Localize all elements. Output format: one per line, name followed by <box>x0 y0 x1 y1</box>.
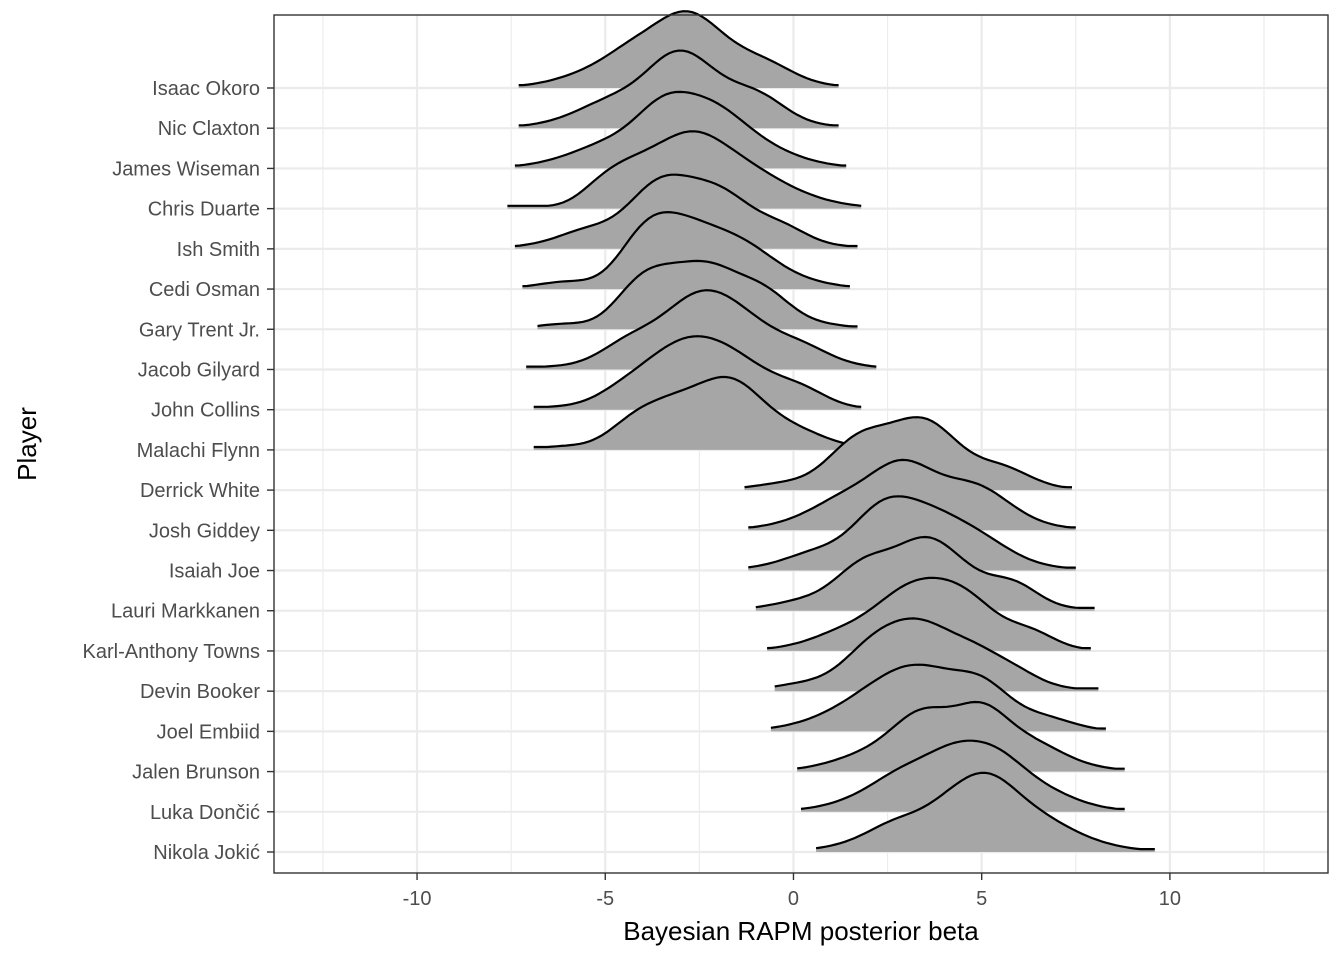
ridge-jacob-gilyard <box>526 289 877 370</box>
ridge-outline <box>755 535 1095 609</box>
x-tick-label: 10 <box>1159 888 1181 910</box>
ridge-chris-duarte <box>507 130 862 209</box>
y-tick-label: Isaiah Joe <box>169 561 260 583</box>
ridge-outline <box>514 173 858 248</box>
x-tick-label: -5 <box>596 888 614 910</box>
y-axis-ticks: Isaac Okoro Nic Claxton James Wiseman Chris… <box>83 78 274 864</box>
ridge-luka-don-i- <box>800 739 1125 812</box>
x-tick-label: 0 <box>788 888 799 910</box>
plot-panel-border <box>273 14 1329 874</box>
ridge-jalen-brunson <box>797 700 1125 772</box>
ridge-derrick-white <box>744 416 1072 491</box>
ridge-karl-anthony-towns <box>767 576 1091 651</box>
ridge-outline <box>767 576 1091 650</box>
y-tick-label: Gary Trent Jr. <box>139 319 260 341</box>
ridge-outline <box>770 663 1106 730</box>
y-tick-label: Cedi Osman <box>149 279 260 301</box>
ridge-outline <box>537 259 858 328</box>
y-tick-label: Joel Embiid <box>157 721 260 743</box>
ridge-fill <box>774 618 1099 692</box>
y-tick-label: John Collins <box>151 400 260 422</box>
y-tick-label: Jalen Brunson <box>132 762 260 784</box>
y-tick-label: Lauri Markkanen <box>111 601 260 623</box>
ridge-fill <box>533 336 862 410</box>
ridge-john-collins <box>533 335 862 410</box>
ridge-joel-embiid <box>770 663 1106 732</box>
ridge-outline <box>800 739 1125 810</box>
ridge-josh-giddey <box>748 458 1076 531</box>
ridge-cedi-osman <box>522 211 850 290</box>
ridge-outline <box>748 458 1076 529</box>
ridge-nikola-joki- <box>815 771 1155 852</box>
ridge-outline <box>533 335 862 408</box>
ridge-fill <box>522 212 850 290</box>
ridge-outline <box>533 375 854 449</box>
x-tick-label: 5 <box>976 888 987 910</box>
y-tick-label: Jacob Gilyard <box>138 359 260 381</box>
y-tick-label: Luka Dončić <box>150 802 260 824</box>
ridge-outline <box>522 211 850 288</box>
density-ridges <box>507 10 1155 852</box>
ridge-fill <box>816 772 1155 852</box>
y-tick-label: Nikola Jokić <box>153 842 260 864</box>
ridge-outline <box>797 700 1125 770</box>
ridge-fill <box>533 377 854 450</box>
x-axis-ticks: -10 -5 0 5 10 <box>403 873 1181 910</box>
ridge-fill <box>514 91 847 169</box>
ridge-fill <box>748 496 1076 571</box>
ridge-outline <box>514 90 847 167</box>
y-tick-label: Chris Duarte <box>148 199 260 221</box>
ridge-james-wiseman <box>514 90 847 169</box>
y-tick-label: Isaac Okoro <box>152 78 260 100</box>
y-tick-label: Josh Giddey <box>149 520 260 542</box>
ridge-outline <box>744 416 1072 489</box>
ridge-ish-smith <box>514 173 858 249</box>
y-tick-label: James Wiseman <box>112 158 260 180</box>
ridge-fill <box>767 577 1091 651</box>
y-tick-label: Malachi Flynn <box>137 440 260 462</box>
x-tick-label: -10 <box>403 888 432 910</box>
ridge-nic-claxton <box>518 49 839 129</box>
ridge-fill <box>748 459 1076 531</box>
y-tick-label: Derrick White <box>140 480 260 502</box>
ridge-fill <box>526 290 877 370</box>
ridge-outline <box>518 49 839 127</box>
ridge-outline <box>815 771 1155 851</box>
y-tick-label: Karl-Anthony Towns <box>83 641 261 663</box>
ridge-fill <box>507 131 862 209</box>
y-tick-label: Ish Smith <box>177 239 260 261</box>
ridge-devin-booker <box>774 617 1099 692</box>
ridge-fill <box>518 50 839 129</box>
ridge-fill <box>755 537 1095 611</box>
ridge-outline <box>526 289 877 368</box>
ridge-outline <box>518 10 839 87</box>
y-axis-title: Player <box>12 407 42 481</box>
ridge-lauri-markkanen <box>755 535 1095 611</box>
ridge-fill <box>514 174 858 249</box>
y-tick-label: Devin Booker <box>140 681 260 703</box>
ridge-outline <box>507 130 862 207</box>
ridge-outline <box>748 495 1076 569</box>
ridge-malachi-flynn <box>533 375 854 450</box>
ridge-isaiah-joe <box>748 495 1076 571</box>
ridge-fill <box>797 702 1125 772</box>
ridge-fill <box>744 417 1072 491</box>
ridge-fill <box>801 740 1125 812</box>
x-axis-title: Bayesian RAPM posterior beta <box>623 916 979 946</box>
ridge-outline <box>774 617 1099 690</box>
y-tick-label: Nic Claxton <box>158 118 260 140</box>
ridge-fill <box>770 664 1106 732</box>
